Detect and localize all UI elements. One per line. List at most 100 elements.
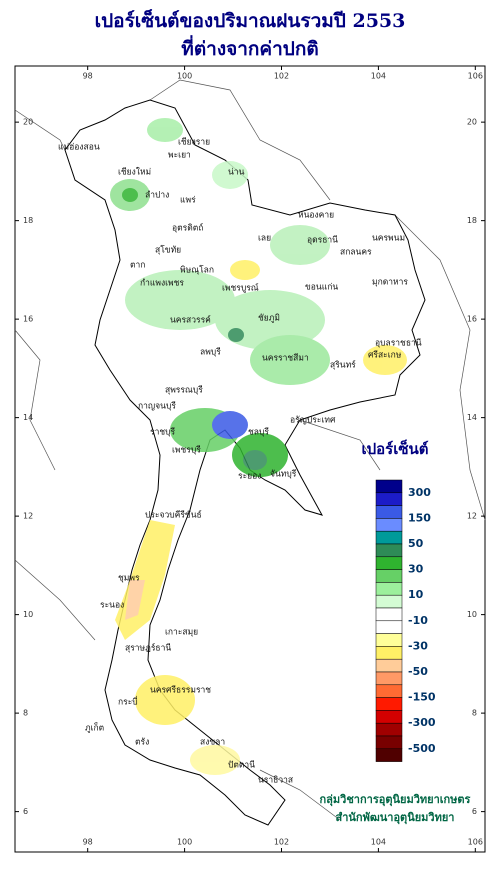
credit: สำนักพัฒนาอุตุนิยมวิทยา [336, 811, 455, 825]
province-label: เลย [258, 234, 271, 244]
lon-tick-label: 98 [83, 72, 93, 81]
legend-swatch [375, 658, 403, 673]
province-label: กาญจนบุรี [138, 401, 176, 412]
province-label: ระนอง [100, 601, 124, 611]
lat-tick-label: 18 [23, 216, 33, 225]
province-label: หนองคาย [298, 211, 334, 221]
lon-tick-label: 102 [274, 72, 289, 81]
rain-shading [110, 118, 407, 775]
province-label: ลำปาง [145, 191, 169, 201]
legend-label: -50 [408, 665, 428, 678]
legend-label: 150 [408, 511, 431, 524]
province-label: ชลบุรี [248, 427, 269, 438]
lon-tick-label: 106 [468, 72, 483, 81]
province-label: อุบลราชธานี [375, 338, 422, 349]
legend-swatch [375, 505, 403, 519]
province-label: อุตรดิตถ์ [172, 223, 203, 234]
legend-swatch [375, 530, 403, 545]
province-label: มุกดาหาร [372, 278, 408, 288]
legend-label: -150 [408, 691, 436, 704]
province-label: ตรัง [135, 738, 149, 748]
province-label: ชัยภูมิ [258, 314, 280, 324]
province-label: กระบี่ [118, 696, 138, 708]
lat-tick-label: 20 [23, 118, 33, 127]
lat-tick-label: 20 [467, 118, 477, 127]
lat-tick-label: 6 [23, 807, 28, 816]
legend-label: 50 [408, 537, 424, 550]
province-label: สุพรรณบุรี [165, 385, 203, 396]
legend-label: -300 [408, 716, 436, 729]
legend-label: 300 [408, 486, 431, 499]
province-label: นครพนม [372, 234, 405, 244]
lon-tick-label: 100 [177, 72, 192, 81]
province-label: ขอนแก่น [305, 283, 338, 293]
province-label: นครสวรรค์ [170, 315, 211, 326]
legend-label: 10 [408, 588, 424, 601]
legend-swatch [375, 684, 403, 698]
lat-tick-label: 14 [467, 413, 477, 422]
lat-tick-label: 14 [23, 413, 33, 422]
province-label: สงขลา [200, 738, 225, 748]
province-label: พะเยา [168, 151, 191, 161]
province-label: อรัญประเทศ [290, 416, 336, 426]
province-label: แพร่ [180, 196, 196, 206]
title: เปอร์เซ็นต์ของปริมาณฝนรวมปี 2553 [95, 8, 406, 32]
neighbor-borders [14, 79, 486, 821]
legend-label: -10 [408, 614, 428, 627]
province-label: ภูเก็ต [85, 722, 104, 734]
legend-swatch [375, 492, 403, 506]
lat-tick-label: 12 [467, 512, 477, 521]
lon-tick-label: 102 [274, 838, 289, 847]
legend-swatch [375, 748, 403, 762]
lat-tick-label: 16 [467, 315, 477, 324]
lat-tick-label: 10 [23, 610, 33, 619]
subtitle: ที่ต่างจากค่าปกติ [181, 35, 318, 60]
legend-swatch [375, 556, 403, 570]
province-label: นราธิวาส [258, 776, 294, 786]
province-label: ตาก [130, 261, 145, 271]
legend-swatch [375, 633, 403, 647]
province-label: นครราชสีมา [262, 353, 309, 364]
legend-swatch [375, 582, 403, 596]
province-label: เชียงใหม่ [118, 167, 151, 178]
legend-swatch [375, 646, 403, 660]
province-label: ปัตตานี [228, 760, 255, 771]
legend-swatch [375, 722, 403, 737]
legend-swatch [375, 735, 403, 750]
province-label: นครศรีธรรมราช [150, 685, 211, 696]
province-label: แม่ฮ่องสอน [58, 143, 100, 153]
legend-swatch [375, 620, 403, 634]
lon-tick-label: 100 [177, 838, 192, 847]
lat-tick-label: 16 [23, 315, 33, 324]
lon-tick-label: 104 [371, 72, 386, 81]
province-label: ประจวบคีรีขันธ์ [145, 510, 202, 521]
province-label: ศรีสะเกษ [368, 350, 402, 361]
province-label: เพชรบุรี [172, 445, 201, 456]
province-label: เชียงราย [178, 137, 210, 148]
legend-title: เปอร์เซ็นต์ [361, 439, 428, 458]
legend-label: -500 [408, 742, 436, 755]
lat-tick-label: 6 [472, 807, 477, 816]
legend-swatch [375, 518, 403, 532]
legend-swatch [375, 569, 403, 583]
province-label: น่าน [228, 168, 245, 178]
province-label: อุดรธานี [307, 235, 338, 246]
legend-label: -30 [408, 639, 428, 652]
lat-tick-label: 8 [472, 709, 477, 718]
province-label: สุรินทร์ [330, 360, 356, 371]
province-label: เกาะสมุย [165, 628, 198, 638]
province-label: ลพบุรี [200, 347, 221, 358]
lon-tick-label: 106 [468, 838, 483, 847]
legend-swatch [375, 710, 403, 724]
legend-swatch [375, 479, 403, 494]
province-label: สกลนคร [340, 248, 372, 258]
province-label: สุโขทัย [155, 245, 181, 256]
province-label: กำแพงเพชร [140, 279, 184, 289]
lat-tick-label: 8 [23, 709, 28, 718]
province-label: พิษณุโลก [180, 265, 214, 276]
legend-swatch [375, 543, 403, 558]
lon-tick-label: 98 [83, 838, 93, 847]
lat-tick-label: 12 [23, 512, 33, 521]
